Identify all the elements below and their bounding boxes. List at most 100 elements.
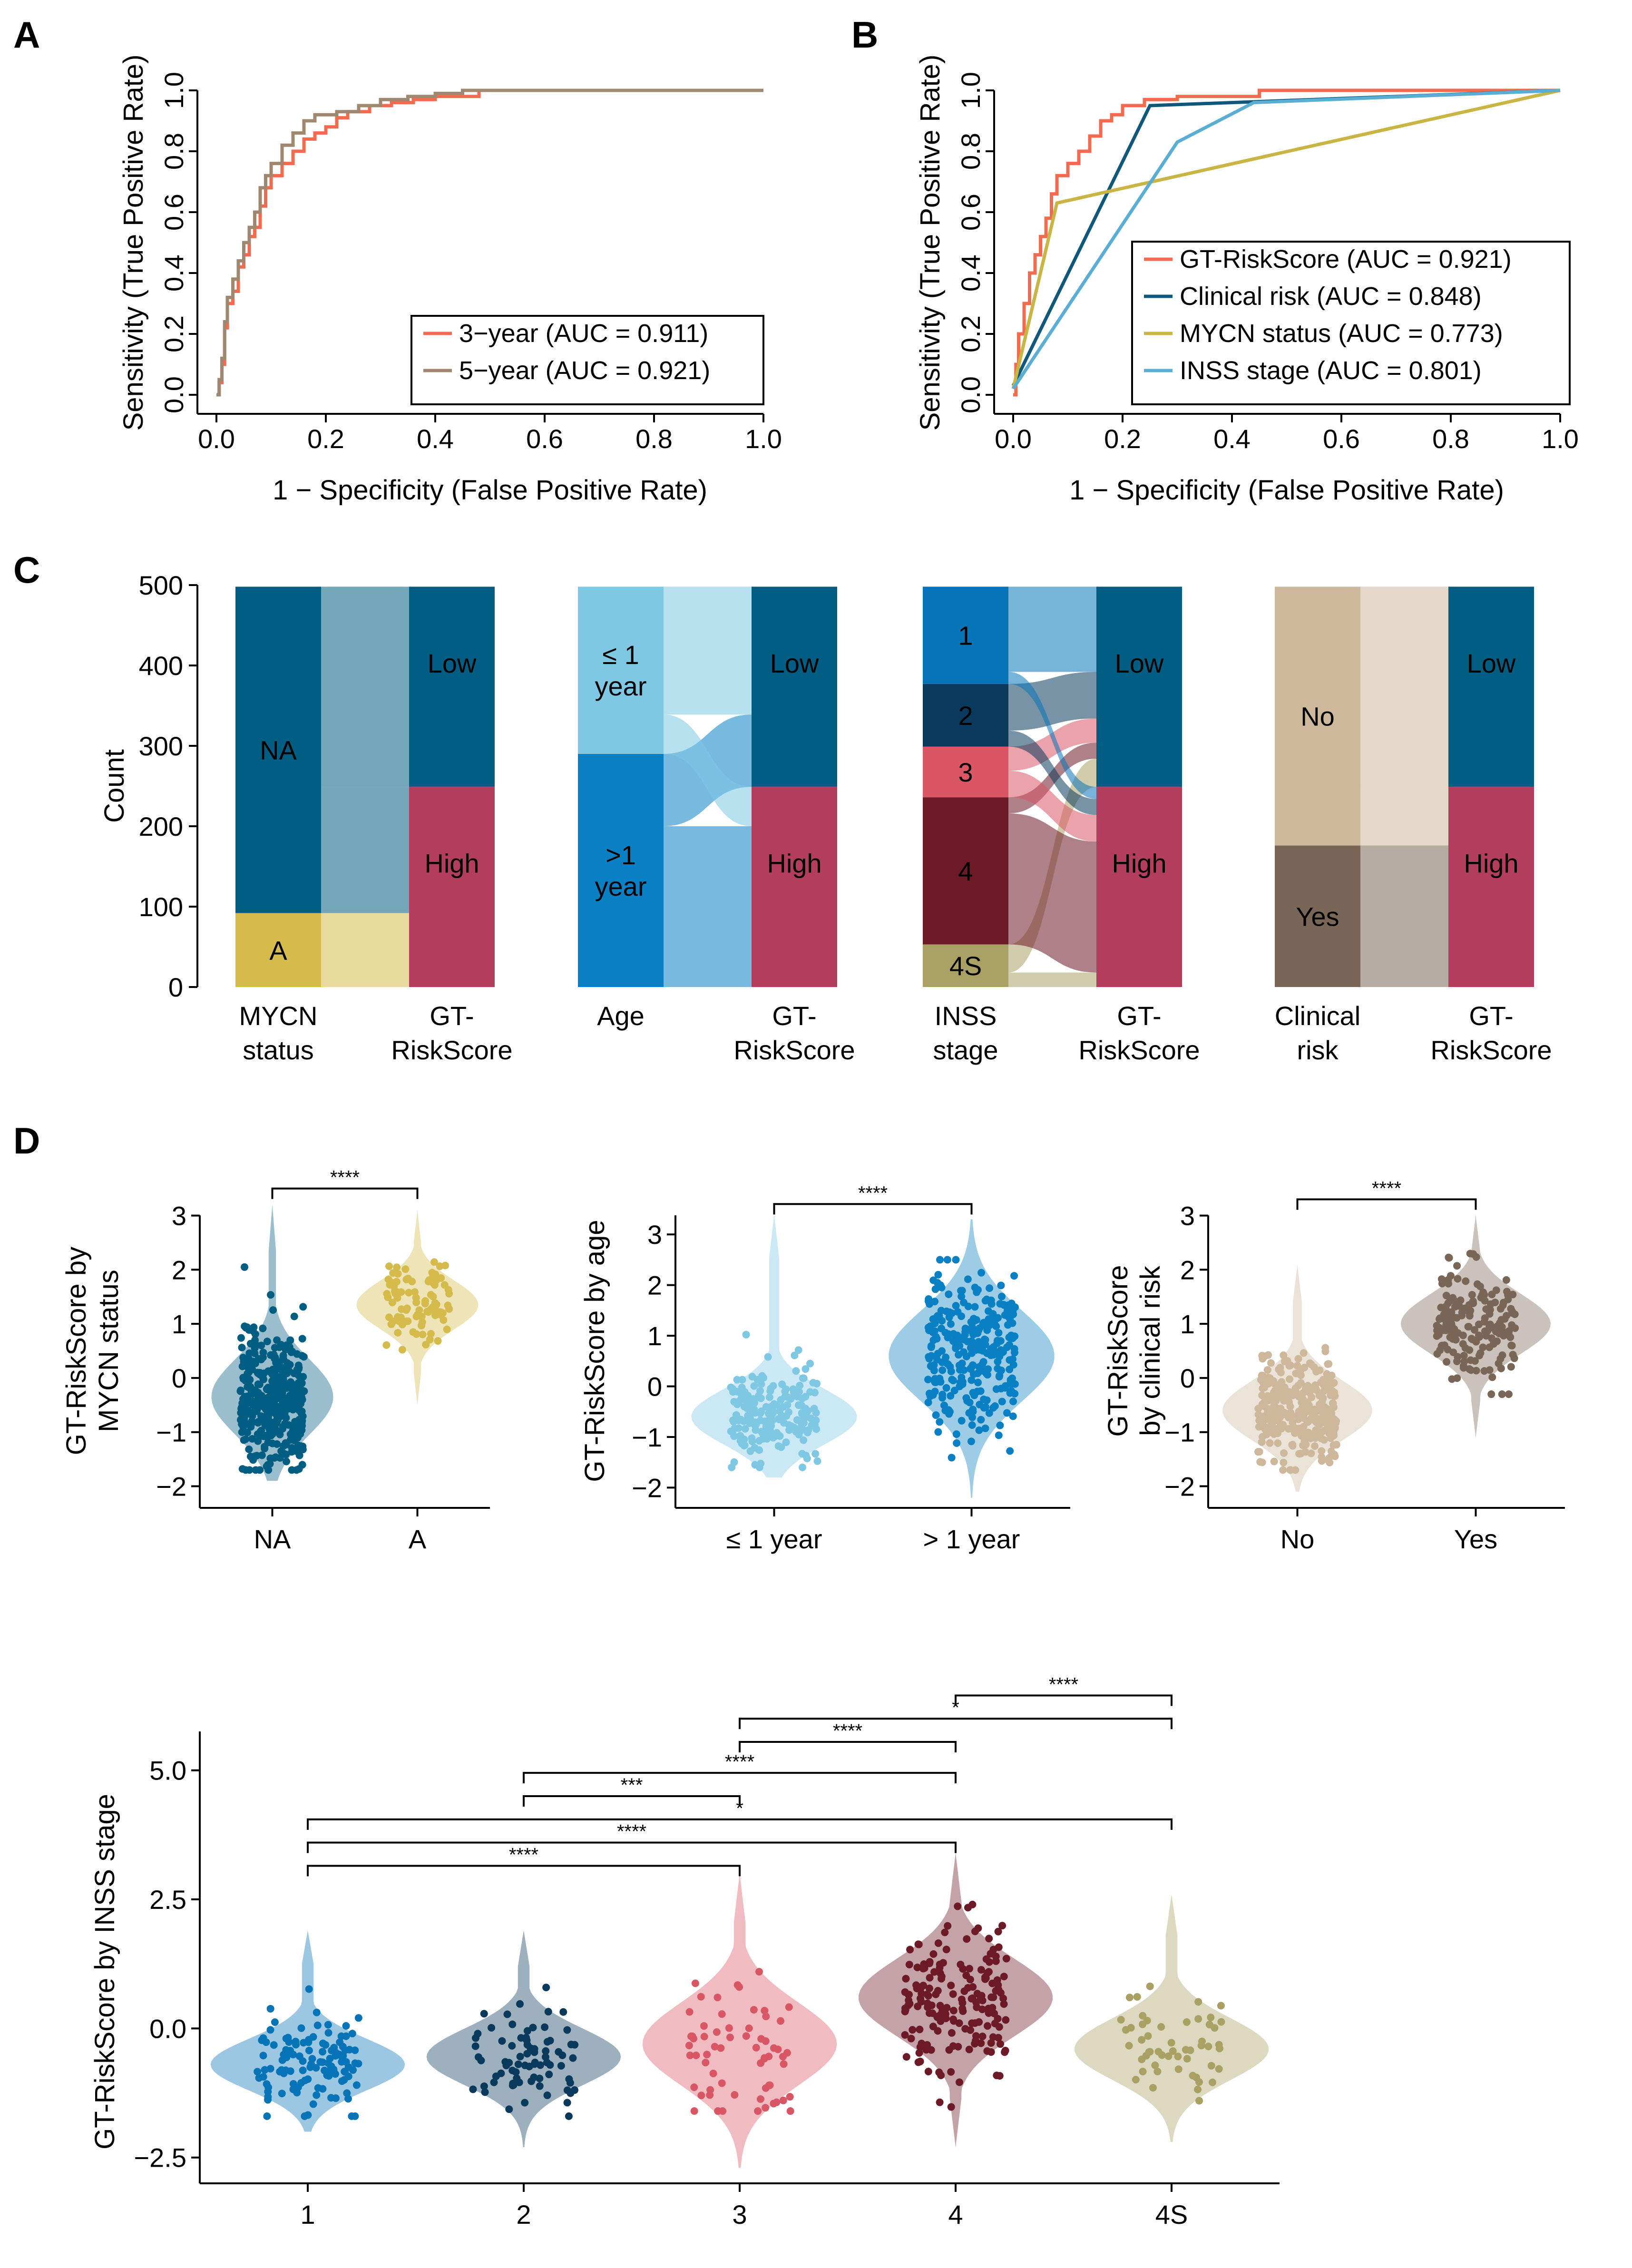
data-point: [384, 1293, 392, 1301]
data-point: [1468, 1291, 1476, 1299]
data-point: [711, 2043, 719, 2051]
x-axis-label: 1 − Specificity (False Positive Rate): [1069, 475, 1504, 506]
data-point: [301, 2112, 309, 2120]
data-point: [1270, 1457, 1278, 1466]
x-tick-label: 4S: [1155, 2200, 1188, 2229]
data-point: [984, 1371, 992, 1379]
y-axis-label: Sensitivity (True Positive Rate): [915, 55, 946, 431]
data-point: [755, 1463, 763, 1471]
data-point: [301, 2076, 309, 2084]
data-point: [316, 2058, 324, 2066]
data-point: [1459, 1340, 1467, 1348]
data-point: [1492, 1286, 1500, 1294]
data-point: [237, 1334, 245, 1342]
data-point: [1006, 1447, 1014, 1455]
significance-bracket: [955, 1694, 1173, 1706]
data-point: [949, 1330, 958, 1338]
data-point: [269, 1306, 277, 1314]
data-point: [965, 1409, 973, 1417]
data-point: [542, 1984, 550, 1992]
significance-bracket: [1296, 1198, 1477, 1210]
data-point: [1496, 1305, 1505, 1313]
data-point: [785, 1408, 793, 1416]
data-point: [950, 1387, 958, 1395]
data-point: [1255, 1447, 1263, 1456]
data-point: [792, 1367, 800, 1375]
data-point: [952, 1344, 960, 1352]
data-point: [998, 1292, 1006, 1300]
data-point: [762, 2037, 770, 2045]
significance-label: ****: [725, 1751, 754, 1772]
data-point: [279, 1442, 287, 1450]
data-point: [1453, 1262, 1461, 1270]
data-point: [251, 1339, 259, 1348]
data-point: [276, 1390, 284, 1398]
data-point: [403, 1304, 411, 1312]
data-point: [770, 2044, 778, 2052]
data-point: [989, 1351, 997, 1359]
data-point: [264, 2093, 272, 2101]
data-point: [1469, 1250, 1477, 1258]
x-tick-label: Yes: [1454, 1524, 1497, 1554]
data-point: [297, 1442, 305, 1450]
y-axis-label: Count: [99, 749, 130, 823]
data-point: [1318, 1400, 1326, 1408]
alluvial-node: [923, 684, 1008, 747]
alluvial-flow: [321, 587, 409, 787]
roc-line-4: [1012, 88, 1561, 390]
data-point: [1133, 1993, 1141, 2001]
data-point: [981, 1297, 989, 1305]
data-point: [1329, 1441, 1338, 1449]
data-point: [508, 2042, 516, 2050]
data-point: [1164, 2052, 1173, 2060]
x-tick-label: 1: [300, 2200, 315, 2229]
data-point: [471, 2034, 479, 2042]
data-point: [755, 1968, 763, 1976]
data-point: [1183, 2055, 1191, 2063]
data-point: [987, 2039, 995, 2047]
data-point: [947, 1320, 955, 1328]
data-point: [1300, 1349, 1308, 1357]
data-point: [987, 1950, 995, 1958]
data-point: [989, 1404, 997, 1412]
data-point: [1449, 1294, 1457, 1302]
data-point: [261, 1443, 269, 1451]
data-point: [1000, 1973, 1008, 1981]
data-point: [972, 1998, 980, 2006]
data-point: [947, 1981, 955, 1989]
data-point: [523, 2027, 531, 2035]
data-point: [1138, 2036, 1146, 2044]
data-point: [738, 1439, 746, 1447]
y-tick-label: 400: [139, 651, 183, 681]
data-point: [936, 2098, 944, 2106]
data-point: [735, 1983, 743, 1991]
alluvial-flow: [664, 826, 752, 987]
data-point: [796, 1381, 804, 1389]
data-point: [906, 1945, 914, 1954]
data-point: [264, 1412, 273, 1420]
data-point: [321, 2066, 329, 2074]
data-point: [545, 2071, 553, 2079]
data-point: [541, 2023, 549, 2031]
data-point: [1153, 2067, 1162, 2075]
alluvial-flow: [1008, 672, 1096, 799]
data-point: [991, 2019, 999, 2027]
data-point: [1195, 2097, 1203, 2105]
significance-bracket: [739, 1741, 957, 1753]
data-point: [393, 1263, 401, 1271]
data-point: [972, 2032, 980, 2040]
data-point: [1508, 1321, 1516, 1329]
y-tick-label: −2: [1164, 1471, 1195, 1501]
panel-letter-d: D: [13, 1120, 40, 1162]
data-point: [255, 1392, 263, 1400]
violin-3: [642, 1873, 837, 2168]
node-label: Yes: [1296, 901, 1339, 931]
data-point: [932, 1411, 940, 1419]
data-point: [959, 1299, 967, 1307]
data-point: [1292, 1425, 1300, 1433]
data-point: [938, 1366, 947, 1374]
y-tick-label: 0.2: [159, 315, 189, 352]
data-point: [252, 1466, 260, 1474]
stratum-axis-label: GT-: [1469, 1001, 1513, 1031]
data-point: [398, 1346, 406, 1354]
